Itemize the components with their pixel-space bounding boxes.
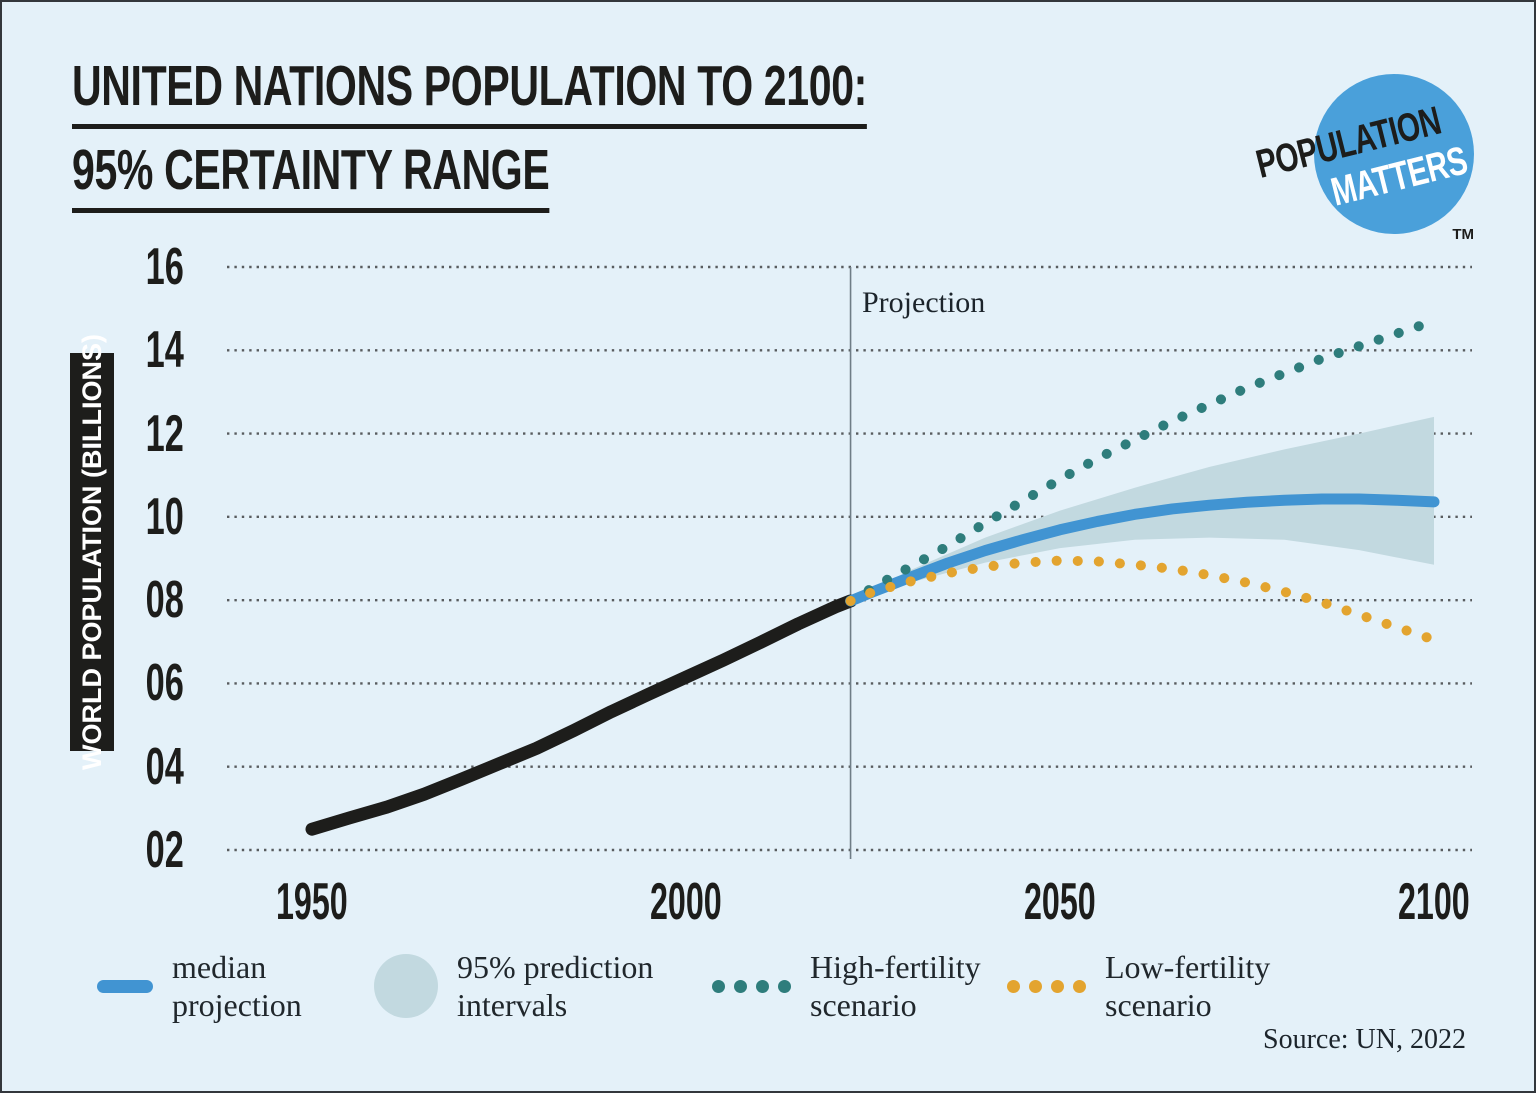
prediction-interval-swatch (374, 954, 438, 1018)
y-tick-label-04: 04 (145, 737, 184, 796)
logo-trademark: TM (1452, 226, 1474, 243)
legend-label: median projection (172, 949, 302, 1023)
y-tick-label-08: 08 (145, 571, 184, 630)
legend-label: Low-fertility scenario (1105, 949, 1271, 1023)
chart-title-line2: 95% CERTAINTY RANGE (72, 142, 1176, 226)
x-tick-label-2100: 2100 (1398, 873, 1470, 931)
series-median-projection (845, 493, 1440, 607)
legend-item-low-fertility: Low-fertility scenario (1007, 948, 1270, 1024)
x-tick-label-2000: 2000 (650, 873, 722, 931)
y-axis-label: WORLD POPULATION (BILLIONS) (70, 334, 114, 770)
y-tick-label-06: 06 (145, 654, 184, 713)
legend-item-prediction-intervals: 95% prediction intervals (374, 948, 653, 1024)
y-tick-label-02: 02 (145, 821, 184, 879)
y-tick-label-14: 14 (145, 321, 184, 380)
legend-label: High-fertility scenario (810, 949, 981, 1023)
y-tick-label-16: 16 (145, 238, 184, 296)
y-tick-label-12: 12 (145, 404, 184, 463)
series-high-fertility-scenario (845, 316, 1439, 606)
legend-item-high-fertility: High-fertility scenario (712, 948, 981, 1024)
series-low-fertility-scenario (845, 555, 1439, 645)
legend-item-median-projection: median projection (97, 948, 302, 1024)
x-tick-label-2050: 2050 (1024, 873, 1096, 931)
source-credit: Source: UN, 2022 (1263, 1024, 1466, 1055)
population-matters-logo: POPULATION MATTERS TM (1252, 64, 1492, 243)
low-fertility-dots-swatch (1007, 979, 1086, 993)
chart-title: UNITED NATIONS POPULATION TO 2100: 95% C… (72, 58, 1176, 226)
series-historical-population (305, 594, 858, 836)
high-fertility-dots-swatch (712, 979, 791, 993)
x-tick-label-1950: 1950 (276, 873, 348, 931)
projection-annotation: Projection (862, 286, 986, 319)
y-tick-label-10: 10 (145, 487, 184, 546)
chart-title-line1: UNITED NATIONS POPULATION TO 2100: (72, 58, 1176, 142)
logo-circle (1314, 74, 1474, 234)
legend-label: 95% prediction intervals (457, 949, 654, 1023)
median-line-swatch (97, 979, 153, 993)
